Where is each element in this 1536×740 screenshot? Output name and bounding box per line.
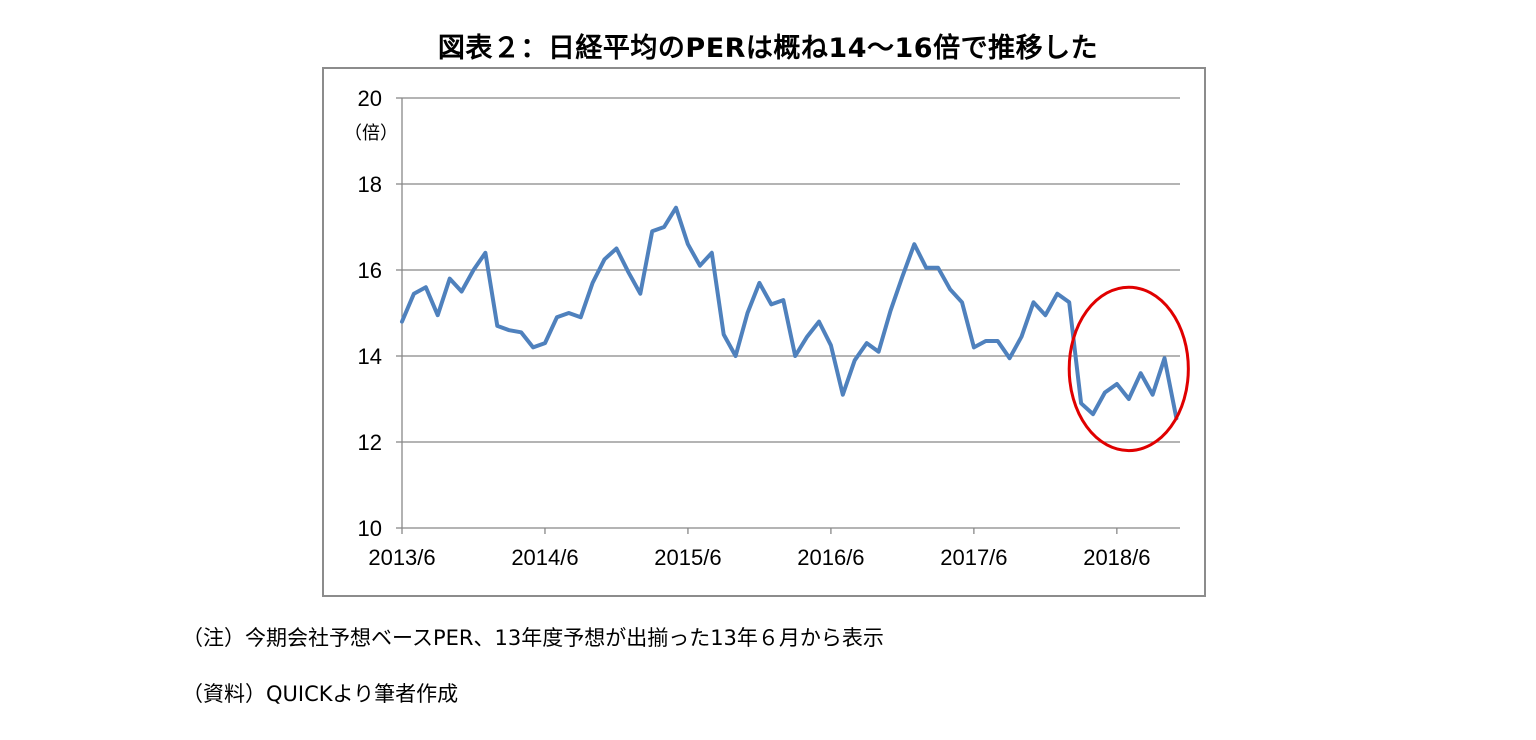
x-tick-label: 2016/6 (797, 545, 864, 570)
chart-frame: 10 12 14 16 18 20 （倍） 2013/6 2014/6 2015/6 2016/6 2… (322, 67, 1206, 597)
y-tick-label: 12 (358, 430, 382, 455)
y-tick-label: 20 (358, 86, 382, 111)
chart-note: （注）今期会社予想ベースPER、13年度予想が出揃った13年６月から表示 (182, 626, 884, 650)
chart-source: （資料）QUICKより筆者作成 (182, 682, 459, 706)
x-tick-label: 2013/6 (368, 545, 435, 570)
y-tick-label: 10 (358, 516, 382, 541)
y-tick-label: 14 (358, 344, 382, 369)
chart-title: 図表２：日経平均のPERは概ね14～16倍で推移した (437, 33, 1099, 64)
highlight-ellipse (1067, 285, 1190, 453)
x-tick-label: 2018/6 (1083, 545, 1150, 570)
y-axis-unit-label: （倍） (344, 123, 398, 144)
x-tick-label: 2017/6 (940, 545, 1007, 570)
y-tick-label: 16 (358, 258, 382, 283)
x-tick-label: 2014/6 (511, 545, 578, 570)
line-chart: 10 12 14 16 18 20 （倍） 2013/6 2014/6 2015/6 2016/6 2… (344, 86, 1190, 570)
x-tick-label: 2015/6 (654, 545, 721, 570)
y-tick-label: 18 (358, 172, 382, 197)
series-line (400, 205, 1179, 421)
